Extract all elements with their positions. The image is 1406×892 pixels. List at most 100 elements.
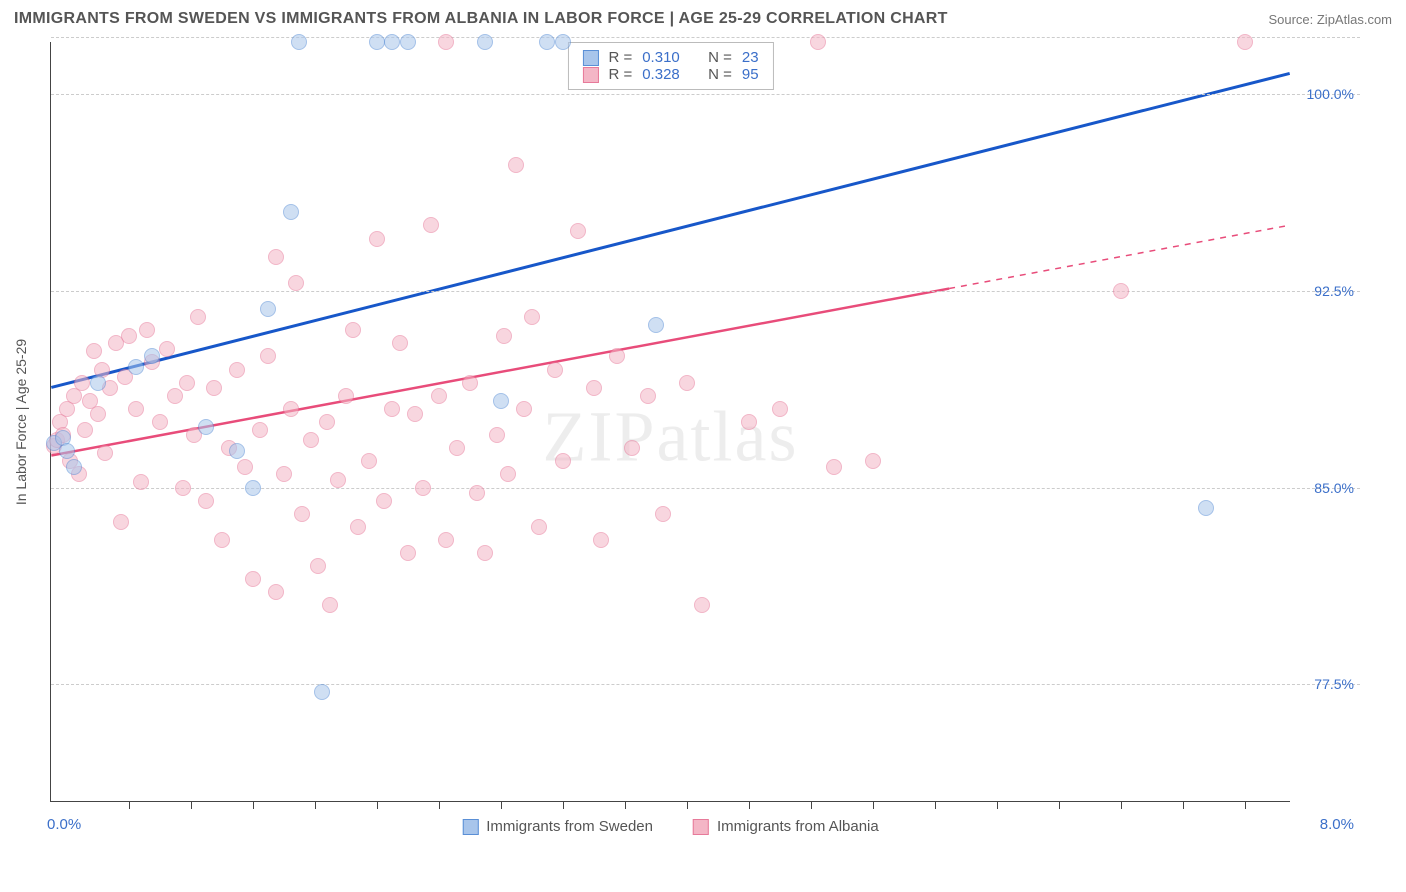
- data-point-sweden: [1198, 500, 1214, 516]
- n-label: N =: [708, 66, 732, 83]
- data-point-albania: [496, 328, 512, 344]
- data-point-albania: [214, 532, 230, 548]
- data-point-albania: [229, 362, 245, 378]
- x-tick: [129, 801, 130, 809]
- data-point-albania: [609, 348, 625, 364]
- x-tick: [1245, 801, 1246, 809]
- data-point-albania: [268, 249, 284, 265]
- data-point-albania: [376, 493, 392, 509]
- data-point-albania: [449, 440, 465, 456]
- data-point-sweden: [493, 393, 509, 409]
- y-tick-label: 77.5%: [1314, 676, 1354, 692]
- data-point-albania: [77, 422, 93, 438]
- data-point-albania: [345, 322, 361, 338]
- data-point-albania: [624, 440, 640, 456]
- data-point-albania: [489, 427, 505, 443]
- data-point-albania: [179, 375, 195, 391]
- legend-swatch-albania: [582, 67, 598, 83]
- data-point-sweden: [260, 301, 276, 317]
- data-point-albania: [288, 275, 304, 291]
- data-point-sweden: [245, 480, 261, 496]
- data-point-albania: [260, 348, 276, 364]
- data-point-sweden: [128, 359, 144, 375]
- x-tick: [625, 801, 626, 809]
- data-point-albania: [237, 459, 253, 475]
- source-label: Source: ZipAtlas.com: [1268, 12, 1392, 27]
- data-point-sweden: [283, 204, 299, 220]
- data-point-albania: [865, 453, 881, 469]
- r-label: R =: [608, 49, 632, 66]
- data-point-sweden: [369, 34, 385, 50]
- x-tick: [315, 801, 316, 809]
- data-point-albania: [310, 558, 326, 574]
- x-tick: [377, 801, 378, 809]
- data-point-albania: [86, 343, 102, 359]
- data-point-albania: [276, 466, 292, 482]
- data-point-albania: [303, 432, 319, 448]
- data-point-albania: [152, 414, 168, 430]
- data-point-albania: [407, 406, 423, 422]
- data-point-albania: [361, 453, 377, 469]
- data-point-albania: [97, 445, 113, 461]
- legend-label-albania: Immigrants from Albania: [717, 818, 879, 835]
- x-tick: [563, 801, 564, 809]
- data-point-albania: [423, 217, 439, 233]
- data-point-sweden: [400, 34, 416, 50]
- data-point-sweden: [539, 34, 555, 50]
- data-point-sweden: [314, 684, 330, 700]
- data-point-sweden: [291, 34, 307, 50]
- data-point-albania: [206, 380, 222, 396]
- x-tick: [873, 801, 874, 809]
- r-value-sweden: 0.310: [642, 49, 680, 66]
- data-point-albania: [500, 466, 516, 482]
- data-point-sweden: [477, 34, 493, 50]
- data-point-albania: [128, 401, 144, 417]
- data-point-albania: [113, 514, 129, 530]
- data-point-albania: [190, 309, 206, 325]
- data-point-albania: [469, 485, 485, 501]
- y-axis-label: In Labor Force | Age 25-29: [13, 338, 29, 504]
- data-point-albania: [555, 453, 571, 469]
- data-point-albania: [245, 571, 261, 587]
- x-axis-max-label: 8.0%: [1320, 816, 1354, 833]
- data-point-albania: [338, 388, 354, 404]
- watermark: ZIPatlas: [543, 395, 799, 478]
- data-point-albania: [655, 506, 671, 522]
- data-point-sweden: [144, 348, 160, 364]
- data-point-albania: [772, 401, 788, 417]
- data-point-sweden: [229, 443, 245, 459]
- x-tick: [811, 801, 812, 809]
- x-tick: [501, 801, 502, 809]
- legend-swatch-sweden: [582, 50, 598, 66]
- data-point-sweden: [648, 317, 664, 333]
- x-tick: [1183, 801, 1184, 809]
- y-tick-label: 92.5%: [1314, 283, 1354, 299]
- data-point-albania: [90, 406, 106, 422]
- gridline: [51, 291, 1360, 292]
- data-point-sweden: [66, 459, 82, 475]
- data-point-albania: [1237, 34, 1253, 50]
- data-point-albania: [198, 493, 214, 509]
- x-tick: [1121, 801, 1122, 809]
- data-point-albania: [586, 380, 602, 396]
- gridline: [51, 37, 1360, 38]
- data-point-albania: [826, 459, 842, 475]
- data-point-albania: [268, 584, 284, 600]
- data-point-albania: [384, 401, 400, 417]
- data-point-albania: [477, 545, 493, 561]
- data-point-sweden: [59, 443, 75, 459]
- data-point-albania: [369, 231, 385, 247]
- r-label: R =: [608, 66, 632, 83]
- data-point-albania: [516, 401, 532, 417]
- x-tick: [687, 801, 688, 809]
- data-point-albania: [74, 375, 90, 391]
- n-value-albania: 95: [742, 66, 759, 83]
- data-point-albania: [159, 341, 175, 357]
- data-point-sweden: [384, 34, 400, 50]
- gridline: [51, 94, 1360, 95]
- x-tick: [997, 801, 998, 809]
- x-tick: [1059, 801, 1060, 809]
- gridline: [51, 684, 1360, 685]
- n-label: N =: [708, 49, 732, 66]
- data-point-albania: [330, 472, 346, 488]
